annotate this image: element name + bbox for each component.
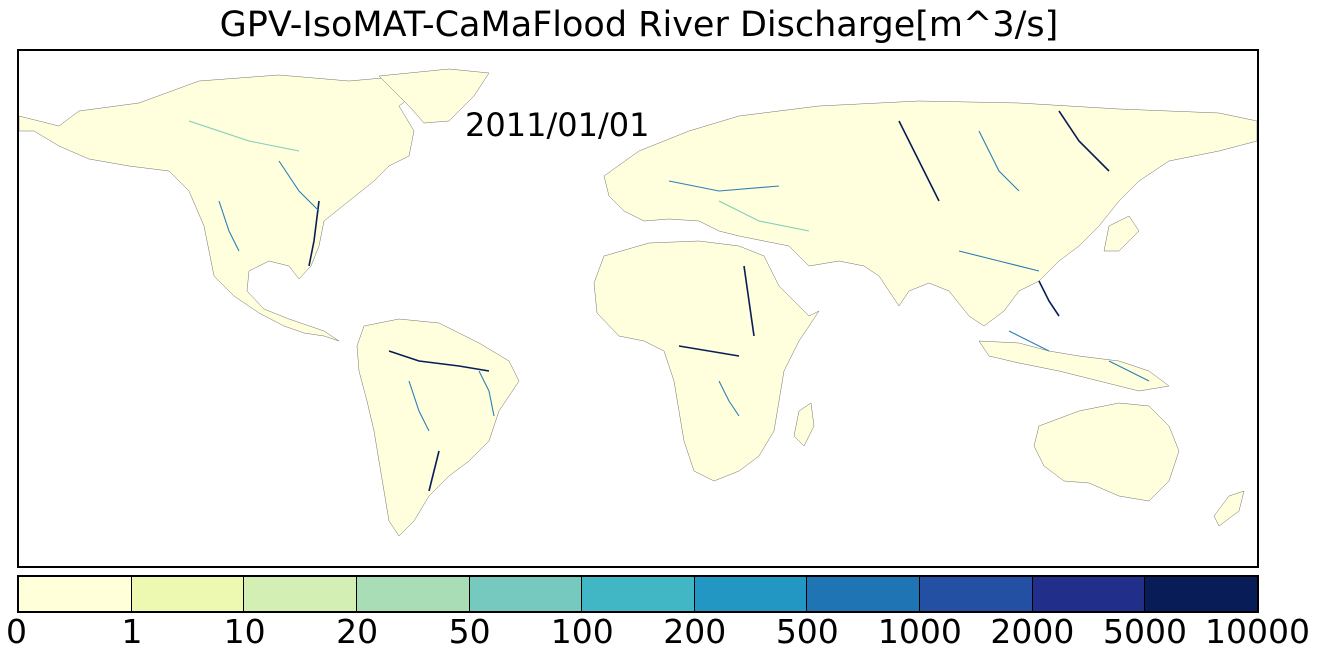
colorbar-tick-label: 20 [336, 612, 379, 651]
colorbar-tick-label: 2000 [990, 612, 1075, 651]
eurasia [603, 100, 1257, 327]
colorbar-bin-2 [244, 577, 357, 611]
river-line [898, 120, 940, 202]
map-title: GPV-IsoMAT-CaMaFlood River Discharge[m^3… [219, 5, 1059, 45]
river-line [408, 380, 430, 432]
japan [1103, 215, 1140, 252]
river-line [743, 265, 755, 337]
colorbar-bin-1 [131, 577, 245, 611]
colorbar-bin-4 [469, 577, 583, 611]
colorbar-tick-label: 5000 [1102, 612, 1187, 651]
colorbar-tick-label: 1000 [877, 612, 962, 651]
colorbar-tick-label: 1 [121, 612, 143, 651]
greenland [378, 68, 490, 124]
indonesia [978, 340, 1170, 392]
river-line [958, 250, 1040, 272]
colorbar-tick-label: 500 [775, 612, 839, 651]
colorbar-bin-0 [19, 577, 132, 611]
colorbar [17, 575, 1259, 613]
north-america [19, 72, 440, 342]
colorbar-bin-7 [807, 577, 921, 611]
river-line [1108, 360, 1150, 382]
colorbar-bin-8 [920, 577, 1033, 611]
colorbar-bin-10 [1145, 577, 1258, 611]
river-line [678, 345, 740, 357]
land-masses [19, 68, 1257, 537]
river-line [218, 200, 240, 252]
new-zealand [1213, 490, 1245, 527]
colorbar-tick-label: 100 [550, 612, 614, 651]
colorbar-tick-label: 200 [663, 612, 727, 651]
colorbar-bin-6 [694, 577, 808, 611]
colorbar-bin-3 [356, 577, 470, 611]
colorbar-tick-label: 10000 [1205, 612, 1310, 651]
river-line [308, 200, 320, 267]
colorbar-bin-5 [582, 577, 695, 611]
river-line [1038, 280, 1060, 317]
river-line [428, 450, 440, 492]
madagascar [793, 402, 815, 447]
river-line [718, 380, 740, 417]
south-america [356, 318, 520, 537]
river-line [388, 350, 490, 372]
colorbar-tick-label: 0 [6, 612, 27, 651]
river-line [478, 370, 495, 417]
river-line [718, 200, 810, 232]
africa [593, 240, 820, 482]
river-line [978, 130, 1020, 192]
river-network [188, 110, 1150, 492]
colorbar-tick-labels: 0 1 10 20 50 100 200 500 1000 2000 5000 10000 [0, 612, 1318, 658]
world-map-canvas [19, 68, 1257, 537]
river-line [1058, 110, 1110, 172]
colorbar-tick-label: 10 [223, 612, 266, 651]
map-date: 2011/01/01 [465, 106, 650, 144]
river-line [1008, 330, 1050, 352]
river-line [278, 160, 320, 212]
colorbar-bin-9 [1032, 577, 1146, 611]
australia [1033, 402, 1180, 502]
world-map: 2011/01/01 [17, 49, 1259, 568]
river-line [668, 180, 780, 192]
river-line [188, 120, 300, 152]
colorbar-tick-label: 50 [448, 612, 491, 651]
